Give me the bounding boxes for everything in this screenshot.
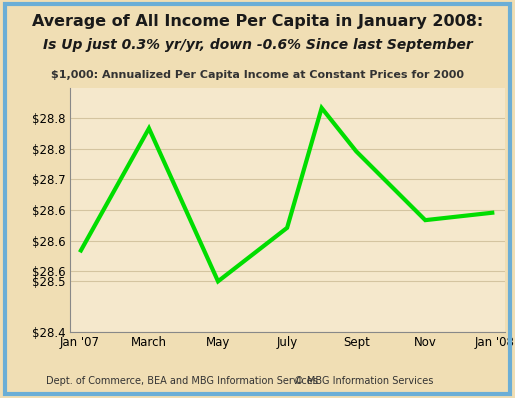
- Text: Dept. of Commerce, BEA and MBG Information Services: Dept. of Commerce, BEA and MBG Informati…: [46, 376, 318, 386]
- Text: Average of All Income Per Capita in January 2008:: Average of All Income Per Capita in Janu…: [32, 14, 483, 29]
- Text: $1,000: Annualized Per Capita Income at Constant Prices for 2000: $1,000: Annualized Per Capita Income at …: [51, 70, 464, 80]
- Text: Is Up just 0.3% yr/yr, down -0.6% Since last September: Is Up just 0.3% yr/yr, down -0.6% Since …: [43, 38, 472, 52]
- Text: © MBG Information Services: © MBG Information Services: [294, 376, 433, 386]
